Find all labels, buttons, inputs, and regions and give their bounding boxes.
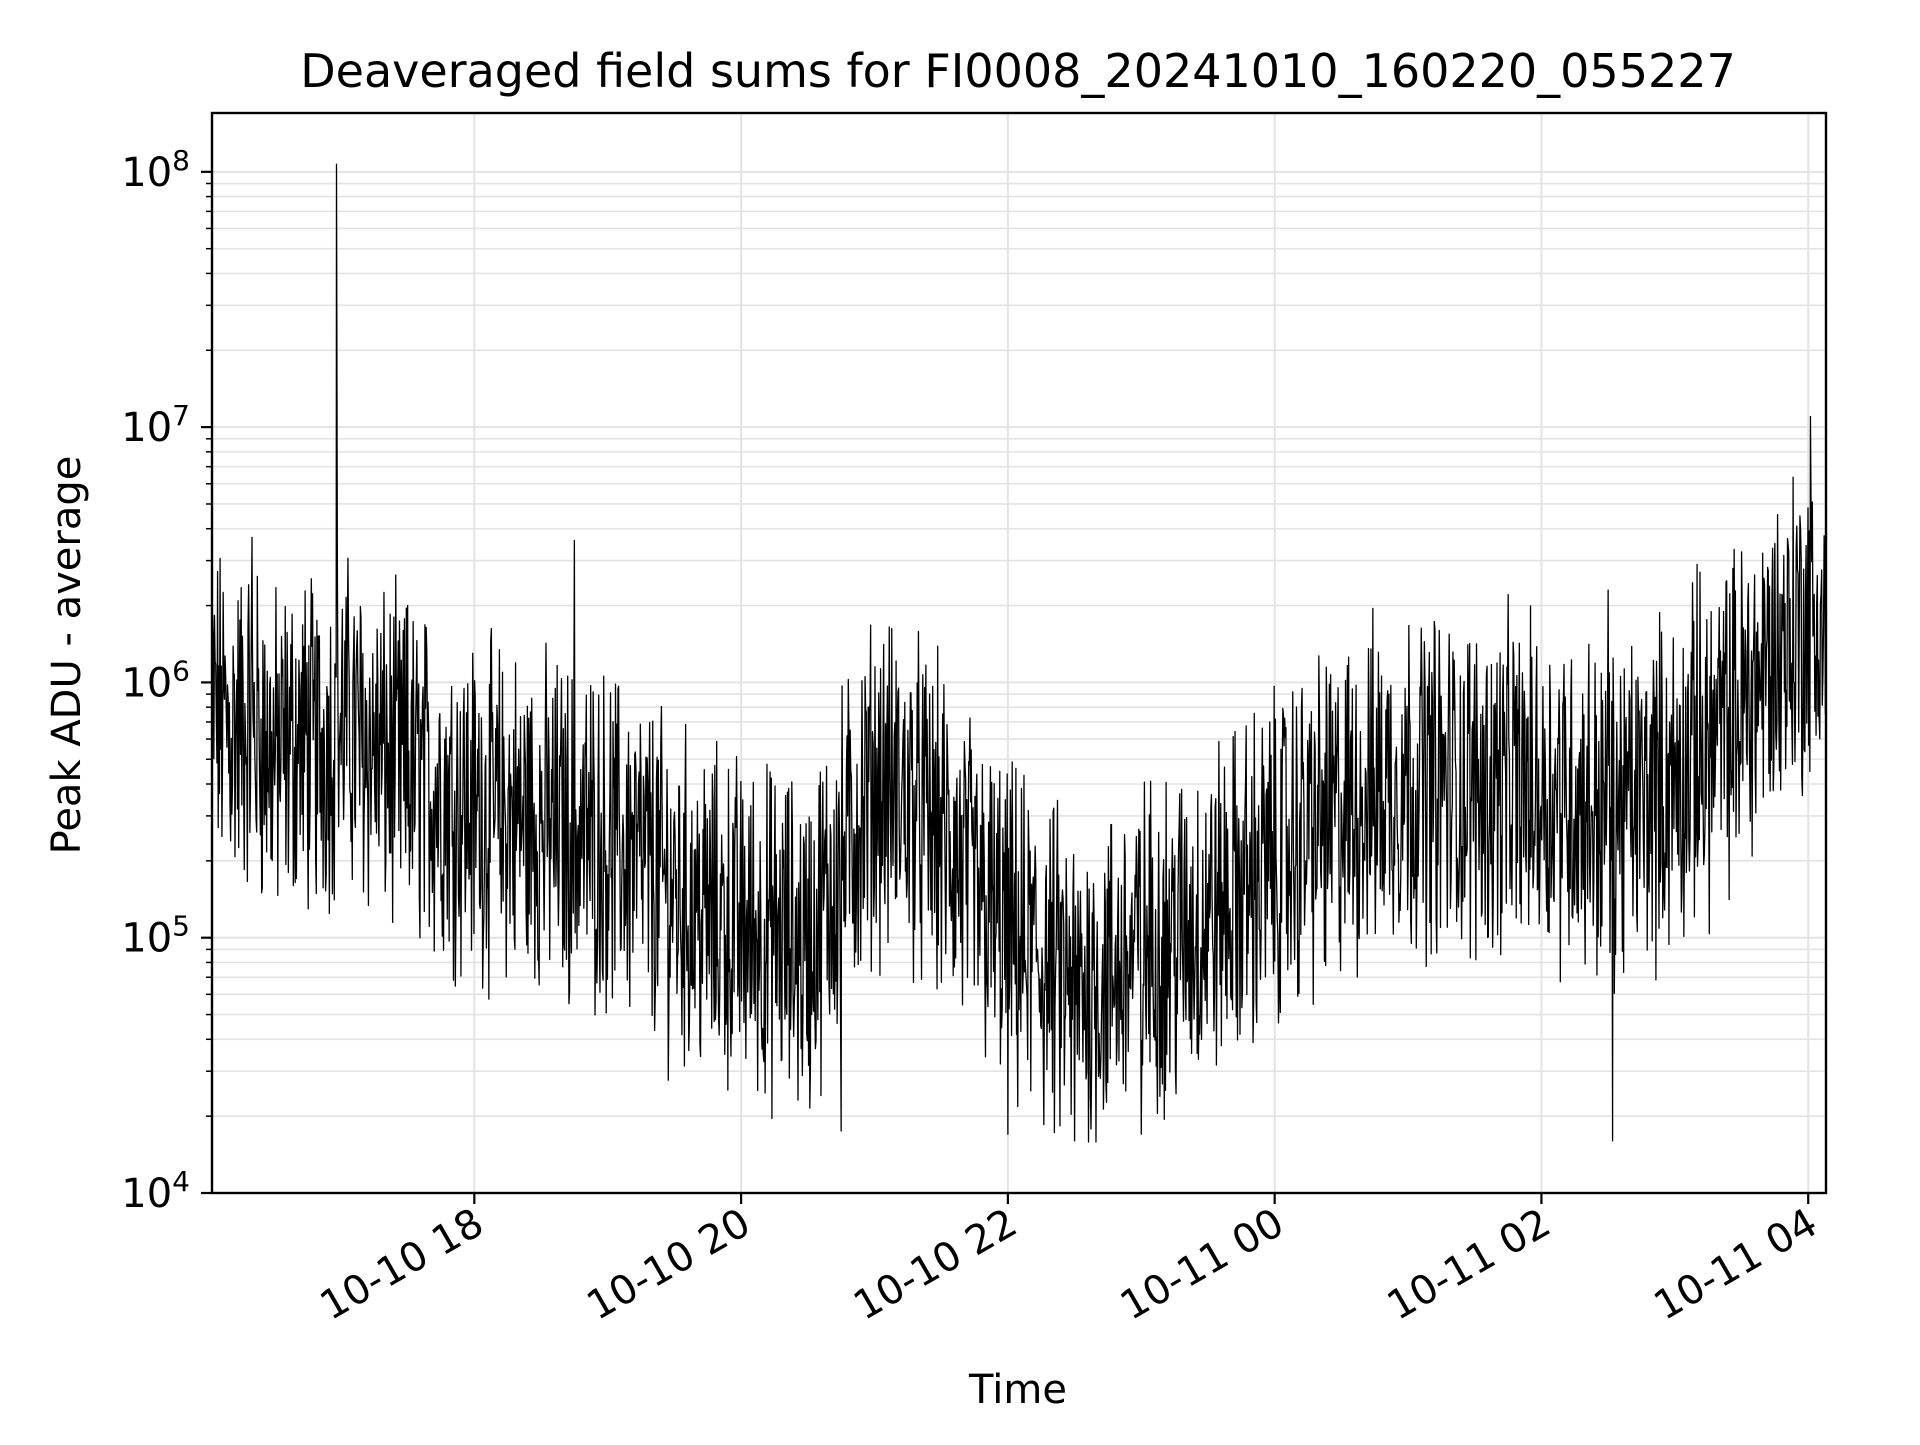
x-tick-label: 10-11 04	[1646, 1200, 1825, 1330]
y-tick-label: 104	[121, 1165, 190, 1217]
grid-lines	[212, 113, 1826, 1194]
x-tick-label: 10-10 20	[579, 1200, 758, 1330]
y-tick-label: 105	[121, 910, 190, 962]
x-tick-label: 10-11 00	[1113, 1200, 1292, 1330]
data-series-line	[212, 163, 1826, 1143]
chart-title: Deaveraged field sums for FI0008_2024101…	[300, 44, 1736, 98]
y-tick-label: 108	[121, 144, 190, 196]
y-tick-label: 107	[121, 399, 190, 451]
x-tick-label: 10-10 18	[313, 1200, 492, 1330]
series-layer	[212, 163, 1826, 1143]
x-axis-label: Time	[968, 1367, 1067, 1413]
plot-frame	[210, 111, 1828, 1195]
y-axis-label: Peak ADU - average	[44, 456, 90, 855]
y-tick-label: 106	[121, 654, 190, 706]
x-tick-label: 10-10 22	[846, 1200, 1025, 1330]
x-tick-label: 10-11 02	[1380, 1200, 1559, 1330]
